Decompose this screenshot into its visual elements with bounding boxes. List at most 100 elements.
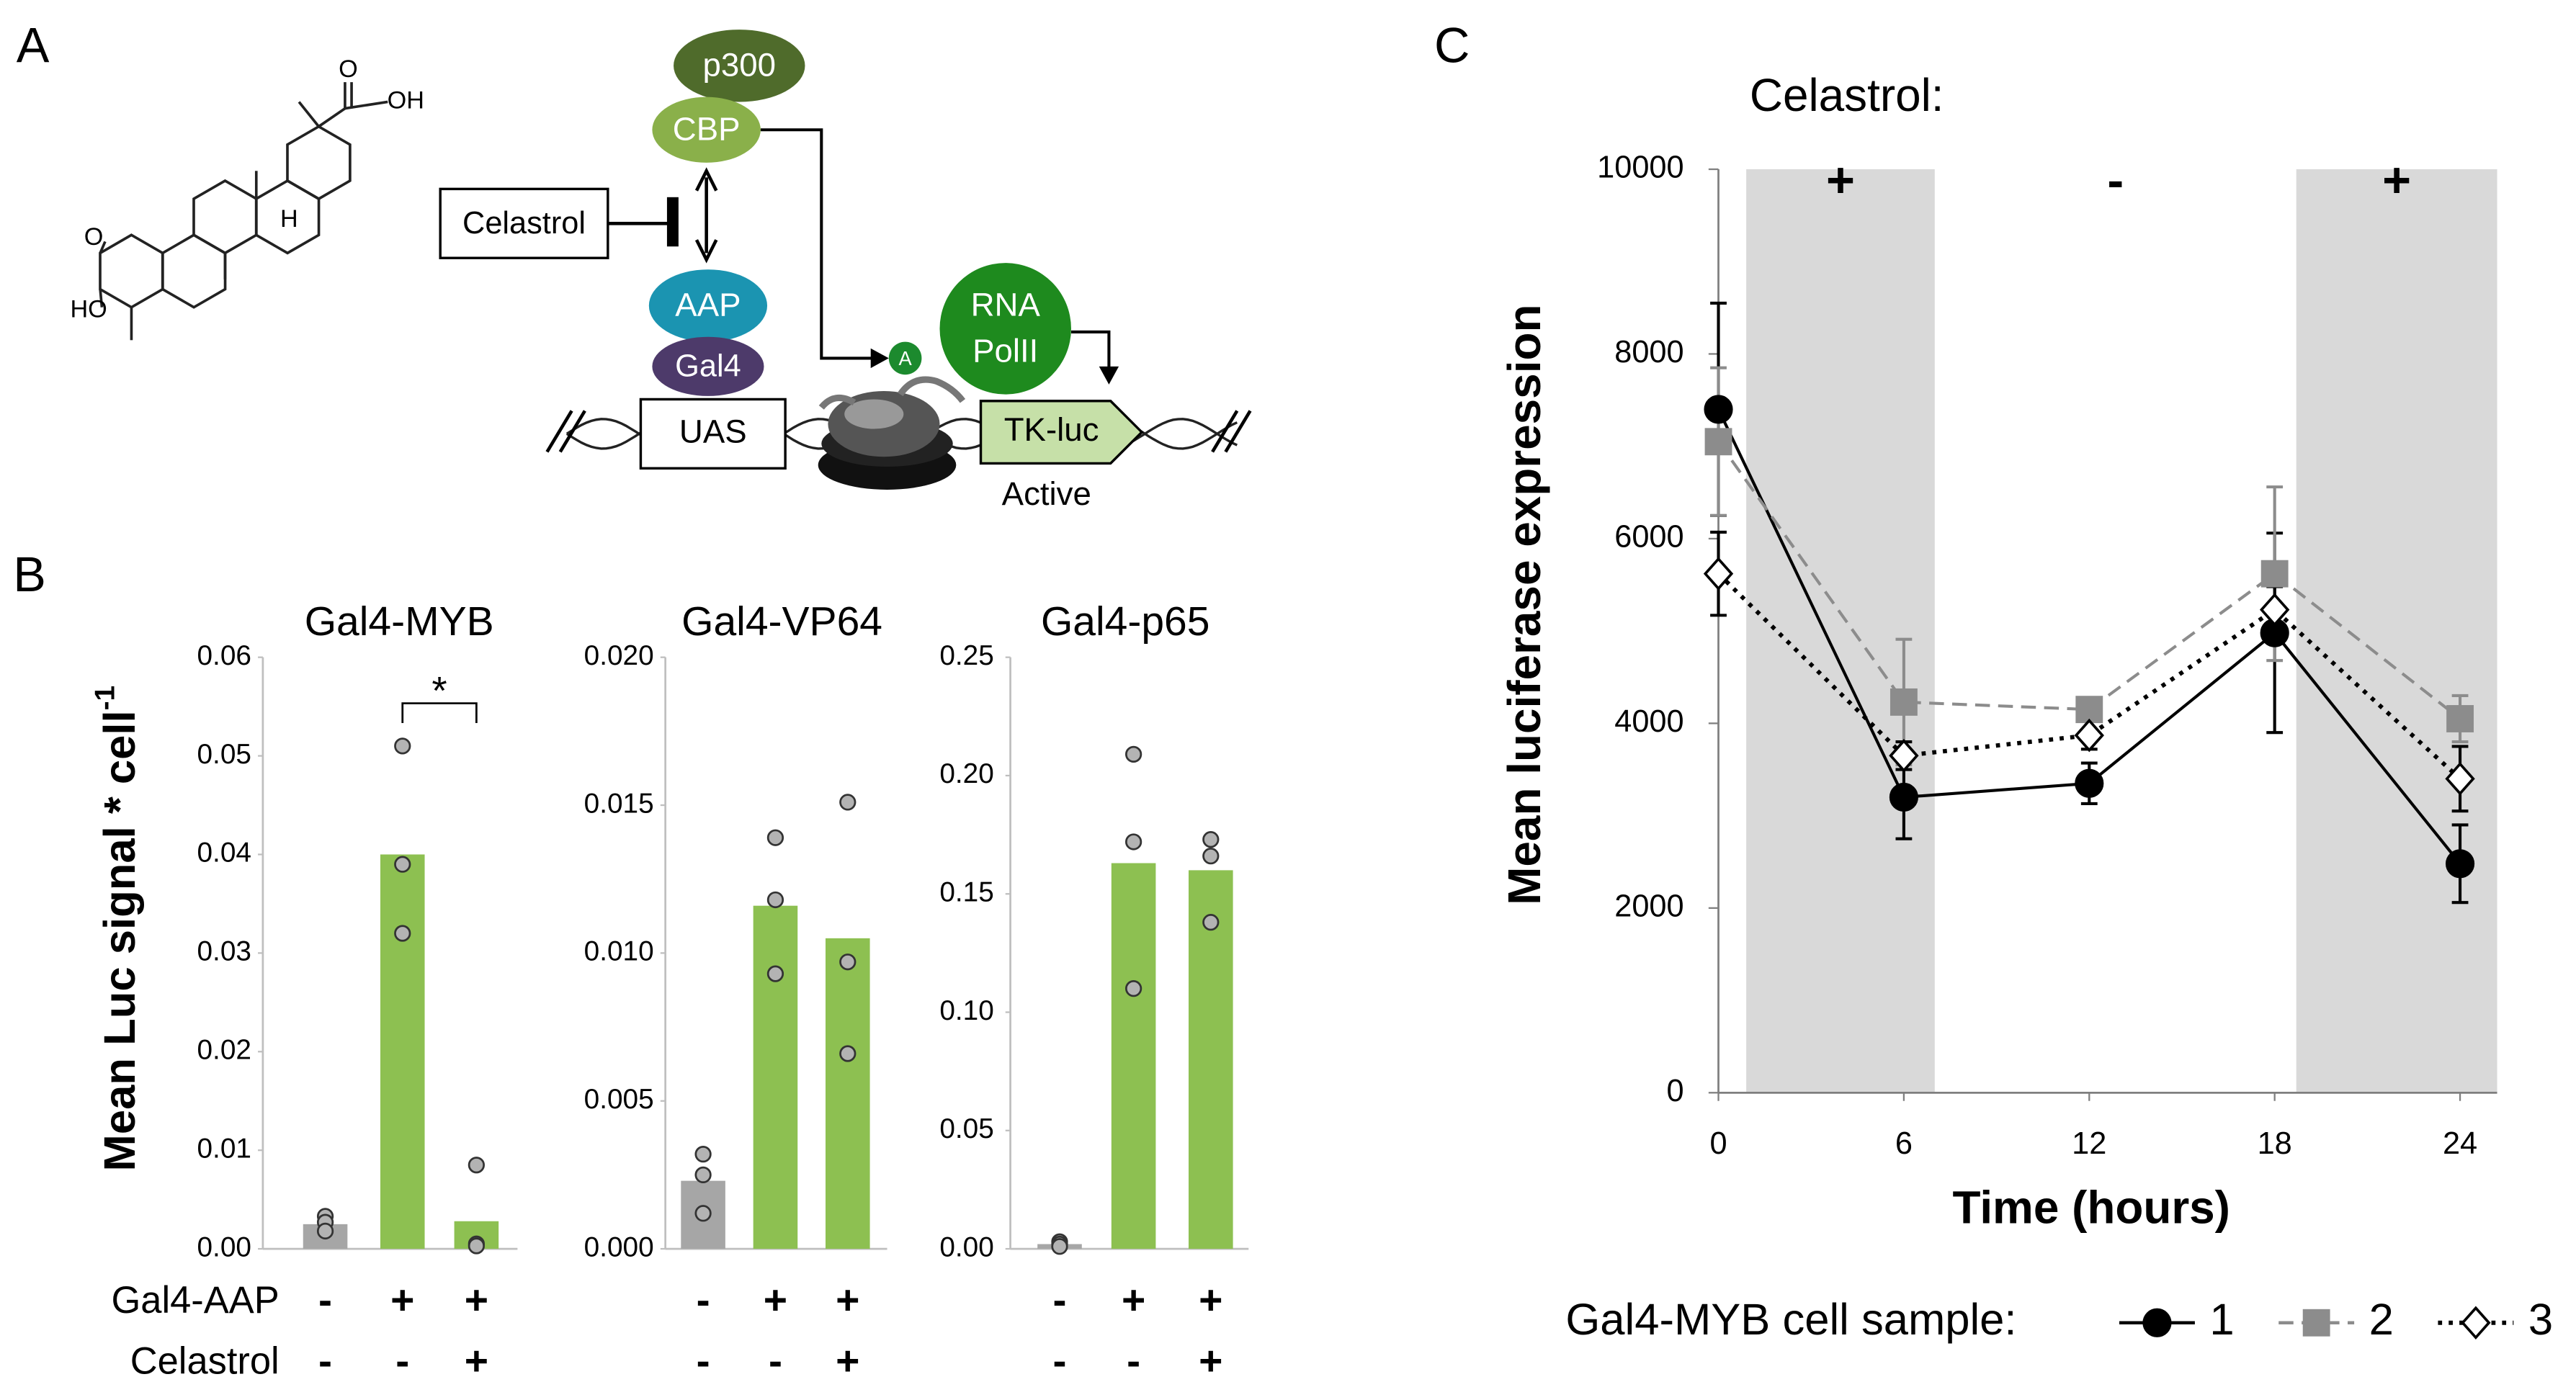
atom-label: HO	[71, 295, 107, 323]
x-tick-label: 24	[2443, 1126, 2477, 1161]
atom-label: H	[280, 205, 298, 233]
replicate-point	[394, 925, 411, 942]
treatment-label: +	[1826, 153, 1855, 208]
arrowhead	[870, 348, 889, 369]
condition-sign: +	[836, 1277, 859, 1323]
y-tick-label: 0.005	[584, 1084, 654, 1115]
x-tick-label: 12	[2072, 1126, 2106, 1161]
y-tick-label: 0.010	[584, 936, 654, 967]
replicate-point	[694, 1146, 712, 1163]
condition-sign: +	[1122, 1277, 1145, 1323]
replicate-point	[766, 829, 784, 846]
chart-title: Gal4-VP64	[681, 598, 882, 645]
aap-node	[648, 269, 768, 342]
histone-tail	[818, 394, 857, 410]
marker	[2075, 696, 2103, 724]
break-mark	[545, 410, 1252, 453]
y-tick-label: 6000	[1614, 519, 1683, 554]
significance-bracket	[401, 702, 478, 723]
condition-sign: -	[318, 1338, 332, 1384]
atom-label: O	[339, 55, 358, 83]
panel-header: Celastrol:	[1750, 69, 1944, 121]
y-tick-label: 0.10	[939, 995, 993, 1026]
y-axis-label-superscript: -1	[89, 686, 120, 710]
y-tick-label: 2000	[1614, 889, 1683, 923]
replicate-point	[839, 794, 857, 811]
treatment-shading	[2296, 169, 2497, 1093]
inhibition-bar	[666, 197, 679, 247]
tk-luc-label: TK-luc	[1004, 411, 1099, 448]
marker	[2302, 1309, 2330, 1337]
gal4-node	[652, 336, 764, 396]
condition-name: Celastrol	[130, 1341, 279, 1383]
arrowhead	[1099, 366, 1119, 385]
chart-title: Gal4-MYB	[305, 598, 494, 645]
condition-sign: -	[697, 1277, 710, 1323]
panel-label: A	[17, 18, 50, 73]
histone-tail	[897, 376, 966, 403]
marker	[1704, 395, 1733, 424]
marker	[1889, 688, 1918, 716]
marker	[2260, 560, 2289, 588]
interaction-arrow	[694, 167, 718, 264]
condition-sign: -	[318, 1277, 332, 1323]
treatment-label: -	[2107, 153, 2124, 208]
bond	[344, 100, 388, 110]
replicate-point	[766, 965, 784, 982]
marker	[2461, 1306, 2491, 1340]
chemical-structure	[99, 82, 388, 341]
y-tick-label: 0.05	[939, 1113, 993, 1144]
treatment-label: +	[2382, 153, 2411, 208]
y-tick-label: 4000	[1614, 704, 1683, 739]
y-tick-label: 0.015	[584, 788, 654, 819]
condition-sign: -	[1127, 1338, 1140, 1384]
y-tick-label: 0.00	[939, 1231, 993, 1262]
condition-sign: +	[764, 1277, 787, 1323]
panel-label: C	[1434, 18, 1470, 73]
acetyl-label: A	[898, 347, 912, 369]
x-tick-label: 0	[1709, 1126, 1727, 1161]
replicate-point	[1202, 831, 1220, 848]
bond	[318, 107, 346, 128]
y-tick-label: 10000	[1597, 150, 1683, 184]
marker	[1889, 738, 1919, 773]
y-tick-label: 0.04	[197, 838, 251, 869]
condition-sign: -	[395, 1338, 409, 1384]
transcription-arrow	[1070, 330, 1111, 372]
condition-sign: -	[697, 1338, 710, 1384]
marker	[1704, 428, 1732, 456]
acetylation-arrow	[760, 128, 875, 360]
marker	[2445, 762, 2475, 796]
condition-sign: -	[1052, 1277, 1066, 1323]
chart-title: Gal4-p65	[1041, 598, 1210, 645]
uas-label: UAS	[679, 413, 747, 449]
bar	[1189, 870, 1233, 1249]
replicate-point	[1124, 833, 1142, 851]
condition-sign: +	[465, 1338, 488, 1384]
marker	[2074, 718, 2104, 753]
celastrol-box	[439, 187, 609, 259]
marker	[1889, 782, 1918, 812]
rna-pol-label: RNA	[971, 287, 1041, 323]
atom-label: O	[84, 223, 104, 251]
rna-pol-label: PolII	[972, 333, 1038, 369]
condition-sign: -	[1052, 1338, 1066, 1384]
y-tick-label: 0.05	[197, 739, 251, 770]
cbp-node	[652, 97, 761, 163]
replicate-point	[468, 1237, 486, 1255]
marker	[2445, 849, 2475, 879]
replicate-point	[839, 1045, 857, 1062]
y-tick-label: 0.02	[197, 1035, 251, 1066]
bar	[380, 854, 425, 1249]
legend-label: 2	[2369, 1295, 2394, 1345]
condition-sign: +	[465, 1277, 488, 1323]
replicate-point	[694, 1205, 712, 1222]
y-tick-label: 0.01	[197, 1133, 251, 1164]
replicate-point	[1202, 848, 1220, 865]
x-axis-label: Time (hours)	[1952, 1181, 2230, 1233]
panel-label: B	[13, 547, 46, 602]
y-tick-label: 0.20	[939, 758, 993, 789]
